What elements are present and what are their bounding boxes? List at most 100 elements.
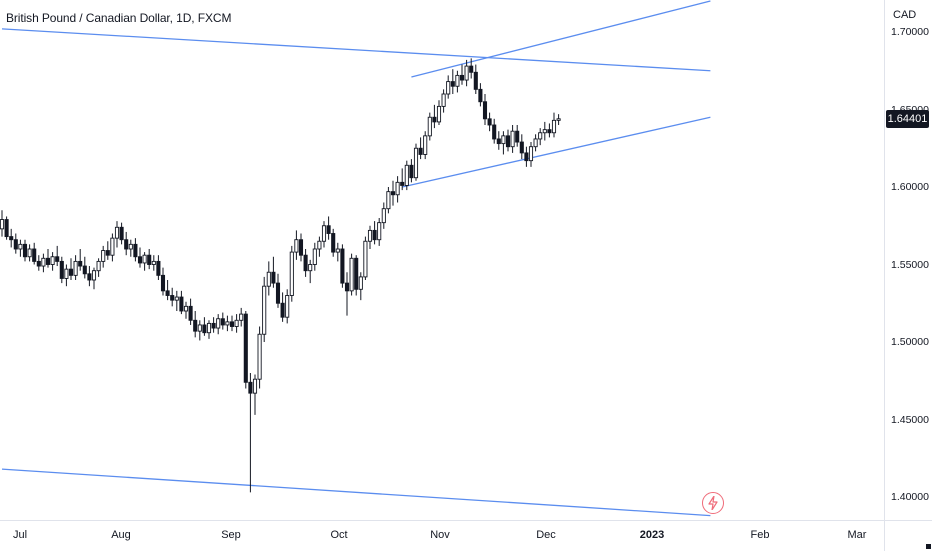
- trendline-1[interactable]: [411, 0, 711, 78]
- candle: [427, 112, 432, 141]
- candle-body-down: [243, 313, 248, 383]
- candle-body-up: [257, 333, 262, 380]
- time-tick-label: Aug: [111, 529, 131, 541]
- candle: [78, 249, 83, 271]
- candle: [27, 244, 32, 262]
- candle: [257, 326, 262, 389]
- candle: [317, 236, 322, 257]
- candle: [473, 64, 478, 94]
- lightning-icon[interactable]: [702, 492, 724, 514]
- candle: [271, 256, 276, 288]
- candle-body-down: [248, 381, 253, 394]
- candle: [528, 142, 534, 167]
- candle-body-down: [409, 164, 414, 179]
- candle-body-down: [9, 236, 14, 241]
- time-axis[interactable]: Jul Aug Sep Oct Nov Dec 2023 Feb Mar: [0, 520, 884, 551]
- candle-body-down: [68, 268, 74, 276]
- candle: [202, 317, 207, 336]
- candle: [432, 104, 437, 129]
- candle-body-down: [326, 225, 331, 234]
- candle: [459, 64, 465, 85]
- candle-body-up: [27, 248, 32, 258]
- candle-body-up: [151, 260, 156, 265]
- candle-body-down: [170, 295, 175, 301]
- candle-body-up: [174, 296, 179, 301]
- candle: [165, 280, 170, 301]
- candle-body-up: [556, 118, 561, 121]
- chart-area[interactable]: [0, 0, 884, 520]
- candlestick-chart[interactable]: [0, 0, 884, 520]
- candle: [55, 245, 60, 267]
- candle-body-up: [252, 378, 258, 394]
- candle: [234, 314, 239, 333]
- price-tick-label: 1.60000: [891, 181, 929, 193]
- candle: [409, 159, 414, 183]
- candle-body-up: [41, 257, 46, 267]
- candle: [262, 276, 267, 342]
- candle: [441, 89, 446, 113]
- symbol-title[interactable]: British Pound / Canadian Dollar, 1D, FXC…: [6, 11, 232, 25]
- candle: [68, 258, 74, 280]
- candle: [519, 134, 524, 160]
- candle: [220, 312, 225, 330]
- candle: [170, 287, 175, 307]
- candle-body-down: [524, 152, 529, 162]
- candle: [216, 314, 221, 335]
- trendline-3[interactable]: [1, 468, 711, 517]
- candle: [395, 176, 400, 203]
- candle-body-up: [381, 208, 386, 224]
- time-tick-label: Jul: [12, 529, 28, 541]
- candle: [193, 311, 198, 338]
- candle: [252, 374, 258, 415]
- candle: [505, 129, 511, 152]
- candle: [547, 123, 552, 138]
- candle-body-down: [55, 256, 60, 262]
- candle: [156, 255, 161, 280]
- candle-body-down: [298, 239, 304, 256]
- candle: [105, 241, 110, 260]
- price-tick-label: 1.45000: [891, 413, 929, 426]
- candle-body-down: [137, 256, 143, 264]
- candle-body-down: [473, 71, 478, 90]
- candle-body-down: [432, 116, 437, 123]
- candle-body-down: [344, 282, 350, 292]
- candle: [390, 180, 396, 206]
- candle: [478, 83, 483, 107]
- candle: [381, 202, 386, 229]
- candle: [501, 131, 506, 155]
- candle: [114, 221, 120, 248]
- trendline-2[interactable]: [402, 116, 711, 188]
- candle: [179, 290, 184, 315]
- time-tick-label: 2023: [639, 529, 665, 541]
- candle-body-down: [390, 191, 396, 196]
- candle: [0, 210, 5, 237]
- candle-body-down: [202, 324, 207, 334]
- candle: [464, 59, 469, 87]
- candle: [50, 252, 55, 271]
- candle-body-up: [183, 305, 189, 312]
- price-axis[interactable]: 1.700001.650001.600001.550001.500001.450…: [884, 0, 932, 520]
- candle-body-up: [413, 147, 419, 179]
- candle: [96, 258, 101, 277]
- candle-body-up: [404, 164, 409, 186]
- candle-body-down: [459, 74, 465, 81]
- candle-body-up: [197, 324, 202, 332]
- candle-body-down: [482, 101, 488, 120]
- candle-body-up: [441, 93, 446, 107]
- candle: [225, 315, 230, 332]
- candle-body-down: [13, 239, 18, 250]
- candle: [404, 160, 409, 191]
- candle: [377, 218, 382, 246]
- candle: [363, 236, 368, 280]
- candle: [321, 221, 327, 248]
- candle: [151, 255, 156, 271]
- candle: [312, 242, 317, 271]
- candle: [492, 118, 497, 144]
- candle-body-up: [234, 319, 239, 327]
- candle: [248, 373, 253, 493]
- candle-body-up: [510, 130, 515, 148]
- candle-body-up: [455, 74, 460, 87]
- trendline-0[interactable]: [1, 28, 711, 72]
- settings-corner-icon[interactable]: [926, 544, 931, 549]
- candle: [183, 301, 189, 319]
